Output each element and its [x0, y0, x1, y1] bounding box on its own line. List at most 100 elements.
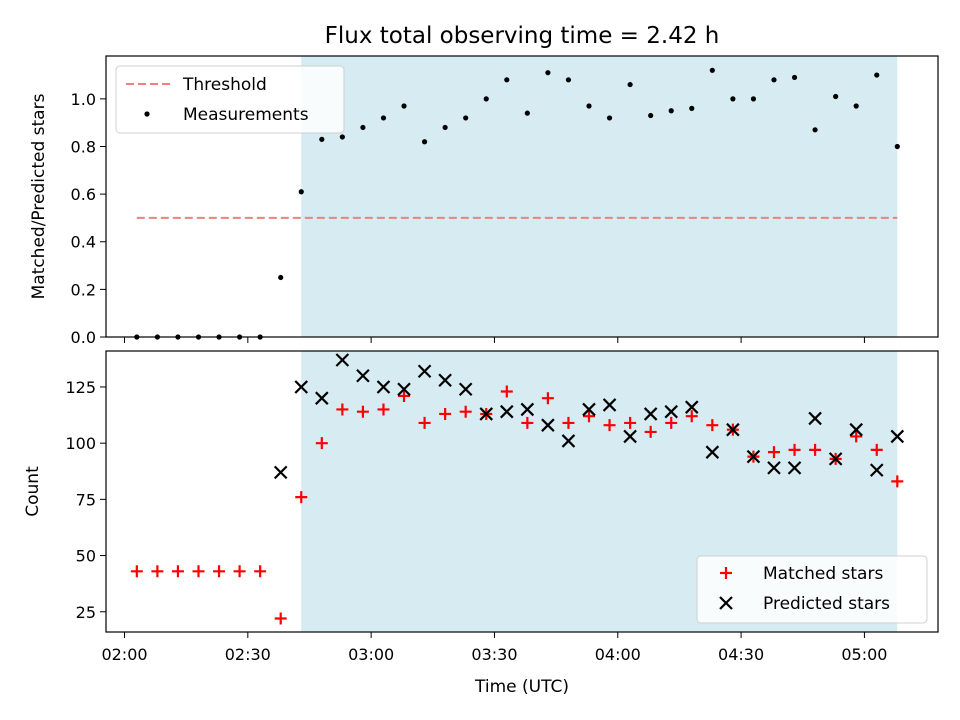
top-y-tick-label: 0.2 [71, 280, 96, 299]
matched-star-point [377, 403, 390, 416]
predicted-star-point [726, 422, 740, 437]
predicted-star-point [541, 418, 555, 432]
predicted-star-point [438, 373, 452, 388]
matched-star-point [418, 416, 431, 429]
top-y-tick-label: 0.0 [71, 328, 96, 347]
matched-star-point [315, 437, 328, 450]
top-y-tick-label: 0.8 [71, 137, 96, 156]
measurement-point [442, 124, 448, 131]
measurement-point [668, 108, 674, 114]
matched-legend-label: Matched stars [763, 564, 883, 584]
measurement-point [504, 77, 510, 83]
predicted-star-point [767, 461, 781, 475]
top-observing-band [301, 56, 898, 337]
matched-star-point [665, 416, 678, 429]
measurement-point [853, 103, 859, 109]
top-panel: 0.0 0.2 0.4 0.6 0.8 1.0 Matched/Predicted sta… [29, 55, 939, 347]
x-tick-label: 03:30 [471, 645, 517, 664]
matched-star-point [295, 491, 308, 504]
measurements-legend-marker [144, 111, 150, 117]
matched-star-point [788, 443, 801, 456]
predicted-star-point [561, 434, 576, 448]
top-y-axis-label: Matched/Predicted stars [29, 93, 49, 299]
measurement-point [278, 274, 284, 281]
x-tick-label: 05:00 [841, 645, 887, 664]
top-y-tick-label: 0.4 [71, 233, 96, 252]
matched-star-point [151, 565, 164, 578]
measurement-point [401, 103, 407, 109]
measurements-legend-label: Measurements [183, 105, 309, 125]
bottom-y-axis-label: Count [23, 466, 43, 517]
bottom-y-tick-label: 125 [65, 378, 96, 397]
bottom-points-layer [130, 353, 905, 625]
bottom-axes-frame [105, 350, 939, 633]
matched-star-point [583, 410, 596, 423]
predicted-star-point [705, 445, 720, 459]
matched-star-point [870, 443, 883, 456]
bottom-legend-box [696, 555, 928, 624]
matched-star-point [213, 565, 226, 578]
predicted-star-point [520, 402, 535, 417]
x-axis-label: Time (UTC) [474, 677, 569, 697]
measurement-point [709, 67, 715, 73]
measurement-point [339, 134, 345, 140]
predicted-star-point [664, 404, 678, 419]
matched-star-point [644, 425, 657, 438]
matched-star-point [356, 405, 369, 418]
matched-star-point [500, 385, 513, 398]
measurement-point [894, 143, 900, 150]
measurement-point [771, 77, 777, 83]
measurement-point [627, 81, 633, 88]
predicted-star-point [315, 391, 329, 405]
bottom-y-tick-label: 25 [76, 603, 96, 622]
measurement-point [545, 70, 551, 76]
predicted-star-point [294, 380, 309, 394]
measurement-point [689, 105, 695, 111]
predicted-star-point [273, 465, 288, 480]
bottom-ticks-layer: 25 50 75 100 125 02:00 02:30 03:00 03:30 04:00 04:… [65, 378, 887, 664]
matched-star-point [233, 565, 246, 578]
predicted-star-point [849, 422, 863, 437]
measurement-point [874, 72, 880, 78]
top-y-tick-label: 0.6 [71, 185, 96, 204]
predicted-star-point [397, 382, 411, 396]
matched-star-point [521, 416, 534, 429]
predicted-star-point [890, 429, 905, 444]
matched-star-point [541, 392, 554, 405]
predicted-star-point [479, 407, 494, 421]
measurement-point [791, 74, 798, 81]
predicted-star-point [356, 368, 370, 383]
predicted-star-point [808, 411, 822, 426]
bottom-panel: 25 50 75 100 125 02:00 02:30 03:00 03:30 04:00 04:… [23, 350, 939, 697]
x-tick-label: 04:00 [595, 645, 641, 664]
measurement-point [298, 189, 304, 195]
matched-star-point [130, 565, 143, 578]
predicted-star-point [828, 452, 843, 466]
matched-star-point [336, 403, 349, 416]
x-tick-label: 03:00 [348, 645, 394, 664]
measurement-point [812, 127, 818, 133]
predicted-star-point [458, 382, 473, 396]
measurement-point [648, 112, 654, 119]
measurement-point [750, 96, 757, 102]
matched-star-point [171, 565, 184, 578]
measurement-point [380, 115, 387, 121]
x-tick-label: 02:00 [101, 645, 147, 664]
predicted-star-point [787, 461, 802, 475]
top-points-layer [134, 67, 900, 340]
bottom-legend: Matched stars Predicted stars [696, 555, 928, 624]
predicted-star-point [623, 429, 637, 444]
matched-star-point [891, 475, 904, 488]
predicted-star-point [746, 449, 761, 464]
bottom-y-tick-label: 75 [76, 490, 96, 509]
predicted-legend-marker [719, 596, 733, 610]
measurement-point [833, 93, 839, 100]
predicted-star-point [335, 353, 350, 367]
bottom-y-tick-label: 100 [65, 434, 96, 453]
predicted-star-point [643, 407, 658, 421]
matched-star-point [767, 446, 780, 459]
chart-title: Flux total observing time = 2.42 h [325, 23, 720, 49]
predicted-star-point [602, 398, 617, 412]
measurement-point [463, 115, 469, 121]
